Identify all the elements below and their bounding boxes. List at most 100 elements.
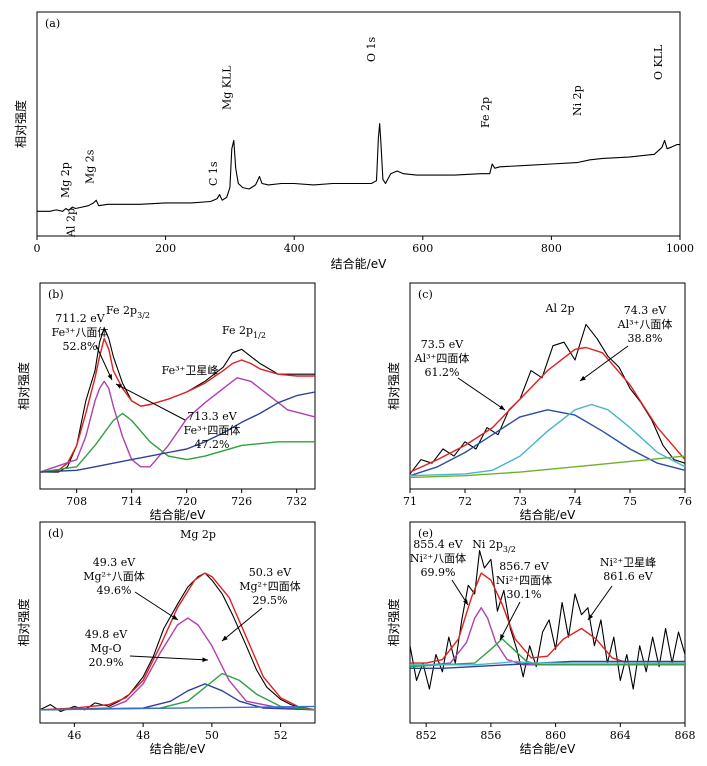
- x-axis-label: 结合能/eV: [520, 507, 576, 522]
- series-line: [39, 391, 316, 473]
- series-line: [37, 123, 680, 212]
- x-tick-label: 864: [610, 729, 631, 742]
- annotation-arrowhead: [202, 657, 208, 663]
- y-axis-label: 相对强度: [386, 598, 401, 646]
- series-line: [410, 660, 685, 666]
- peak-name-label: Mg 2p: [180, 528, 216, 541]
- x-tick-label: 714: [121, 495, 142, 508]
- peak-annotation: O 1s: [365, 36, 378, 62]
- x-tick-label: 732: [286, 495, 307, 508]
- x-tick-label: 46: [67, 729, 81, 742]
- peak-energy-label: 711.2 eV: [55, 312, 105, 325]
- peak-energy-label: 49.8 eV: [85, 628, 128, 641]
- x-tick-label: 852: [416, 729, 437, 742]
- plot-frame: [36, 11, 681, 237]
- peak-site-label: Fe³⁺八面体: [52, 325, 109, 339]
- peak-site-label: Ni²⁺四面体: [496, 573, 552, 587]
- plot-frame: [39, 521, 316, 724]
- peak-percent-label: 47.2%: [195, 438, 230, 451]
- series-line: [39, 337, 315, 473]
- x-axis-label: 结合能/eV: [150, 741, 206, 756]
- annotation-arrow: [499, 601, 521, 641]
- peak-annotation: Mg 2s: [84, 149, 97, 184]
- series-line: [39, 683, 316, 711]
- peak-name-label: Fe 2p3/2: [106, 304, 150, 320]
- annotation-arrowhead: [463, 599, 468, 605]
- panel-label: (b): [48, 288, 64, 301]
- annotation-arrow: [134, 591, 179, 621]
- peak-annotation: Al 2p: [64, 208, 77, 238]
- peak-site-label: Fe³⁺四面体: [184, 423, 241, 437]
- peak-annotation: Mg 2p: [59, 162, 72, 198]
- x-tick-label: 48: [136, 729, 150, 742]
- peak-energy-label: 856.7 eV: [499, 560, 549, 573]
- annotation-arrowhead: [499, 404, 505, 410]
- panel-d-mg-2p-spectrum: 46 48 50 52 (d) 结合能/eV 相对强度 Mg 2p 49.3 eVMg²⁺八面体…: [16, 521, 316, 756]
- peak-energy-label: Ni²⁺卫星峰: [600, 556, 656, 569]
- x-tick-label: 726: [231, 495, 252, 508]
- peak-name-label: Fe 2p1/2: [222, 324, 266, 340]
- peak-site-label: Al³⁺八面体: [617, 317, 673, 331]
- x-tick-label: 856: [480, 729, 501, 742]
- peak-energy-label: 74.3 eV: [624, 304, 667, 317]
- series-line: [39, 412, 315, 473]
- annotation-arrowhead: [116, 384, 122, 389]
- plot-frame: [409, 521, 686, 724]
- peak-percent-label: 29.5%: [253, 594, 288, 607]
- x-tick-label: 600: [412, 242, 433, 255]
- annotation-arrow: [221, 607, 263, 642]
- peak-percent-label: 61.2%: [425, 366, 460, 379]
- peak-site-label: 861.6 eV: [603, 570, 653, 583]
- annotation-arrow: [579, 345, 629, 382]
- peak-site-label: Mg-O: [90, 642, 121, 655]
- peak-annotation: O KLL: [652, 44, 665, 80]
- x-tick-label: 73: [513, 495, 527, 508]
- x-tick-label: 74: [568, 495, 582, 508]
- peak-site-label: Ni²⁺八面体: [410, 551, 466, 565]
- series-line: [39, 617, 316, 711]
- annotation-arrowhead: [107, 374, 112, 380]
- x-tick-label: 76: [678, 495, 692, 508]
- panel-a-survey-spectrum: 0 200 400 600 800 1000 (a) 结合能/eV 相对强度 Mg 2p Al 2p…: [13, 11, 694, 271]
- x-tick-label: 708: [66, 495, 87, 508]
- peak-annotation: Ni 2p: [571, 85, 584, 116]
- x-axis-label: 结合能/eV: [331, 256, 387, 271]
- annotation-arrowhead: [222, 635, 228, 641]
- annotation-arrow: [129, 655, 209, 661]
- peak-energy-label: 50.3 eV: [249, 566, 292, 579]
- peak-name-label: Al 2p: [545, 302, 575, 315]
- annotation-arrowhead: [588, 614, 594, 620]
- peak-annotation: Mg KLL: [221, 65, 234, 110]
- annotation-arrowhead: [172, 615, 178, 620]
- annotation-arrowhead: [500, 634, 505, 640]
- series-line: [39, 572, 316, 711]
- panel-label: (d): [48, 527, 64, 540]
- y-axis-label: 相对强度: [13, 100, 28, 148]
- x-axis-label: 结合能/eV: [150, 507, 206, 522]
- y-axis-label: 相对强度: [16, 362, 31, 410]
- series-line: [409, 346, 686, 473]
- x-axis-label: 结合能/eV: [520, 741, 576, 756]
- peak-site-label: Al³⁺四面体: [414, 351, 470, 365]
- panel-label: (a): [45, 17, 60, 30]
- series-line: [409, 409, 686, 477]
- annotation-arrow: [115, 383, 186, 421]
- x-tick-label: 860: [545, 729, 566, 742]
- annotation-arrow: [587, 585, 613, 621]
- y-axis-label: 相对强度: [386, 362, 401, 410]
- satellite-label: Fe³⁺卫星峰: [162, 364, 219, 377]
- peak-site-label: Mg²⁺八面体: [83, 569, 145, 583]
- series-line: [409, 638, 685, 668]
- series-line: [39, 377, 316, 473]
- x-tick-label: 400: [284, 242, 305, 255]
- x-tick-label: 71: [403, 495, 417, 508]
- x-tick-label: 0: [34, 242, 41, 255]
- peak-energy-label: 713.3 eV: [187, 410, 237, 423]
- peak-name-label: Ni 2p3/2: [472, 538, 516, 554]
- x-tick-label: 868: [675, 729, 696, 742]
- peak-energy-label: 73.5 eV: [421, 338, 464, 351]
- peak-percent-label: 38.8%: [628, 332, 663, 345]
- peak-energy-label: 855.4 eV: [413, 538, 463, 551]
